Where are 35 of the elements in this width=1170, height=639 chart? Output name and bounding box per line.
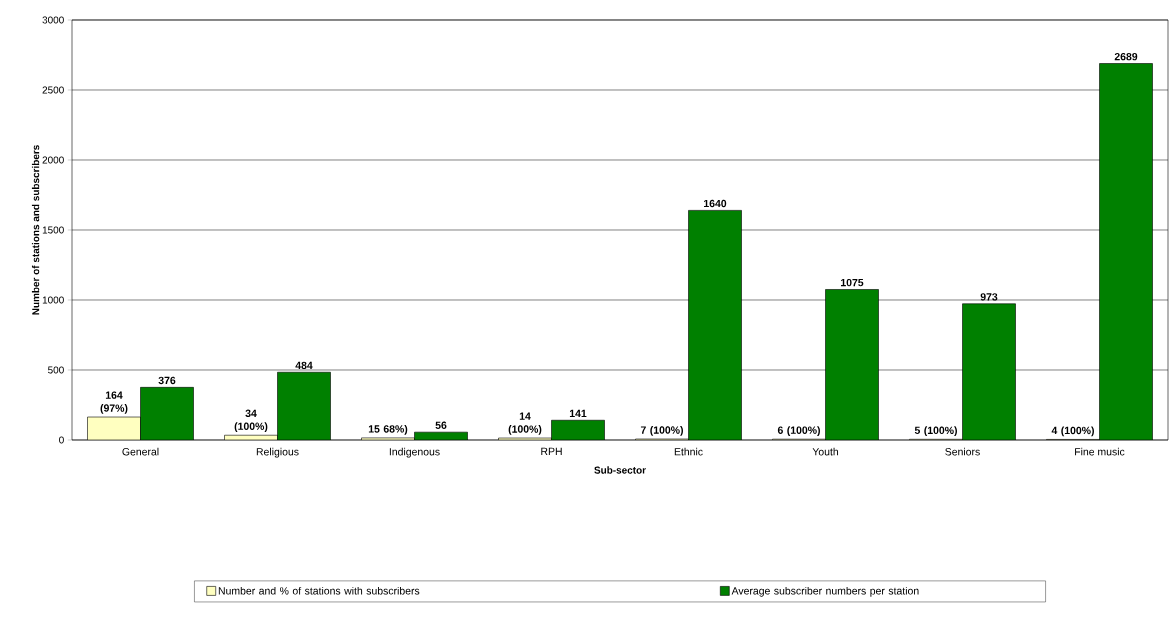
y-tick-label: 3000 (42, 16, 64, 24)
legend-label: Average subscriber numbers per station (731, 586, 919, 597)
y-tick-label: 500 (48, 366, 64, 374)
data-label: 14 (100%) (508, 412, 542, 435)
x-tick-label: Religious (256, 447, 299, 458)
y-tick-label: 0 (59, 436, 64, 444)
x-tick-label: General (122, 447, 159, 456)
x-tick-label: Seniors (945, 447, 980, 456)
y-tick-label: 1000 (42, 296, 64, 304)
data-label: 4 (100%) (1051, 426, 1094, 437)
data-label: 56 (435, 421, 447, 429)
data-label: 1640 (704, 199, 727, 208)
data-label: 5 (100%) (914, 426, 957, 437)
data-label: 34 (100%) (234, 409, 268, 433)
data-label: 6 (100%) (777, 426, 820, 436)
x-tick-label: RPH (541, 447, 562, 455)
y-axis-title: Number of stations and subscribers (31, 145, 40, 315)
x-tick-label: Youth (812, 447, 839, 456)
data-label: 376 (158, 376, 176, 385)
y-tick-label: 1500 (42, 226, 64, 234)
y-tick-label: 2500 (42, 86, 64, 94)
x-tick-label: Fine music (1075, 447, 1125, 456)
data-label: 141 (569, 409, 587, 418)
data-label: 973 (980, 293, 998, 301)
data-label: 15 68%) (368, 424, 408, 435)
data-label: 2689 (1114, 52, 1138, 61)
y-tick-label: 2000 (42, 156, 64, 164)
data-label: 7 (100%) (640, 426, 683, 436)
x-axis-title: Sub-sector (594, 466, 646, 474)
data-label: 164 (97%) (100, 391, 128, 414)
data-label: 484 (295, 361, 313, 370)
legend-label: Number and % of stations with subscribers (218, 586, 420, 595)
x-tick-label: Indigenous (389, 447, 440, 458)
x-tick-label: Ethnic (674, 447, 703, 456)
data-label: 1075 (841, 278, 864, 287)
